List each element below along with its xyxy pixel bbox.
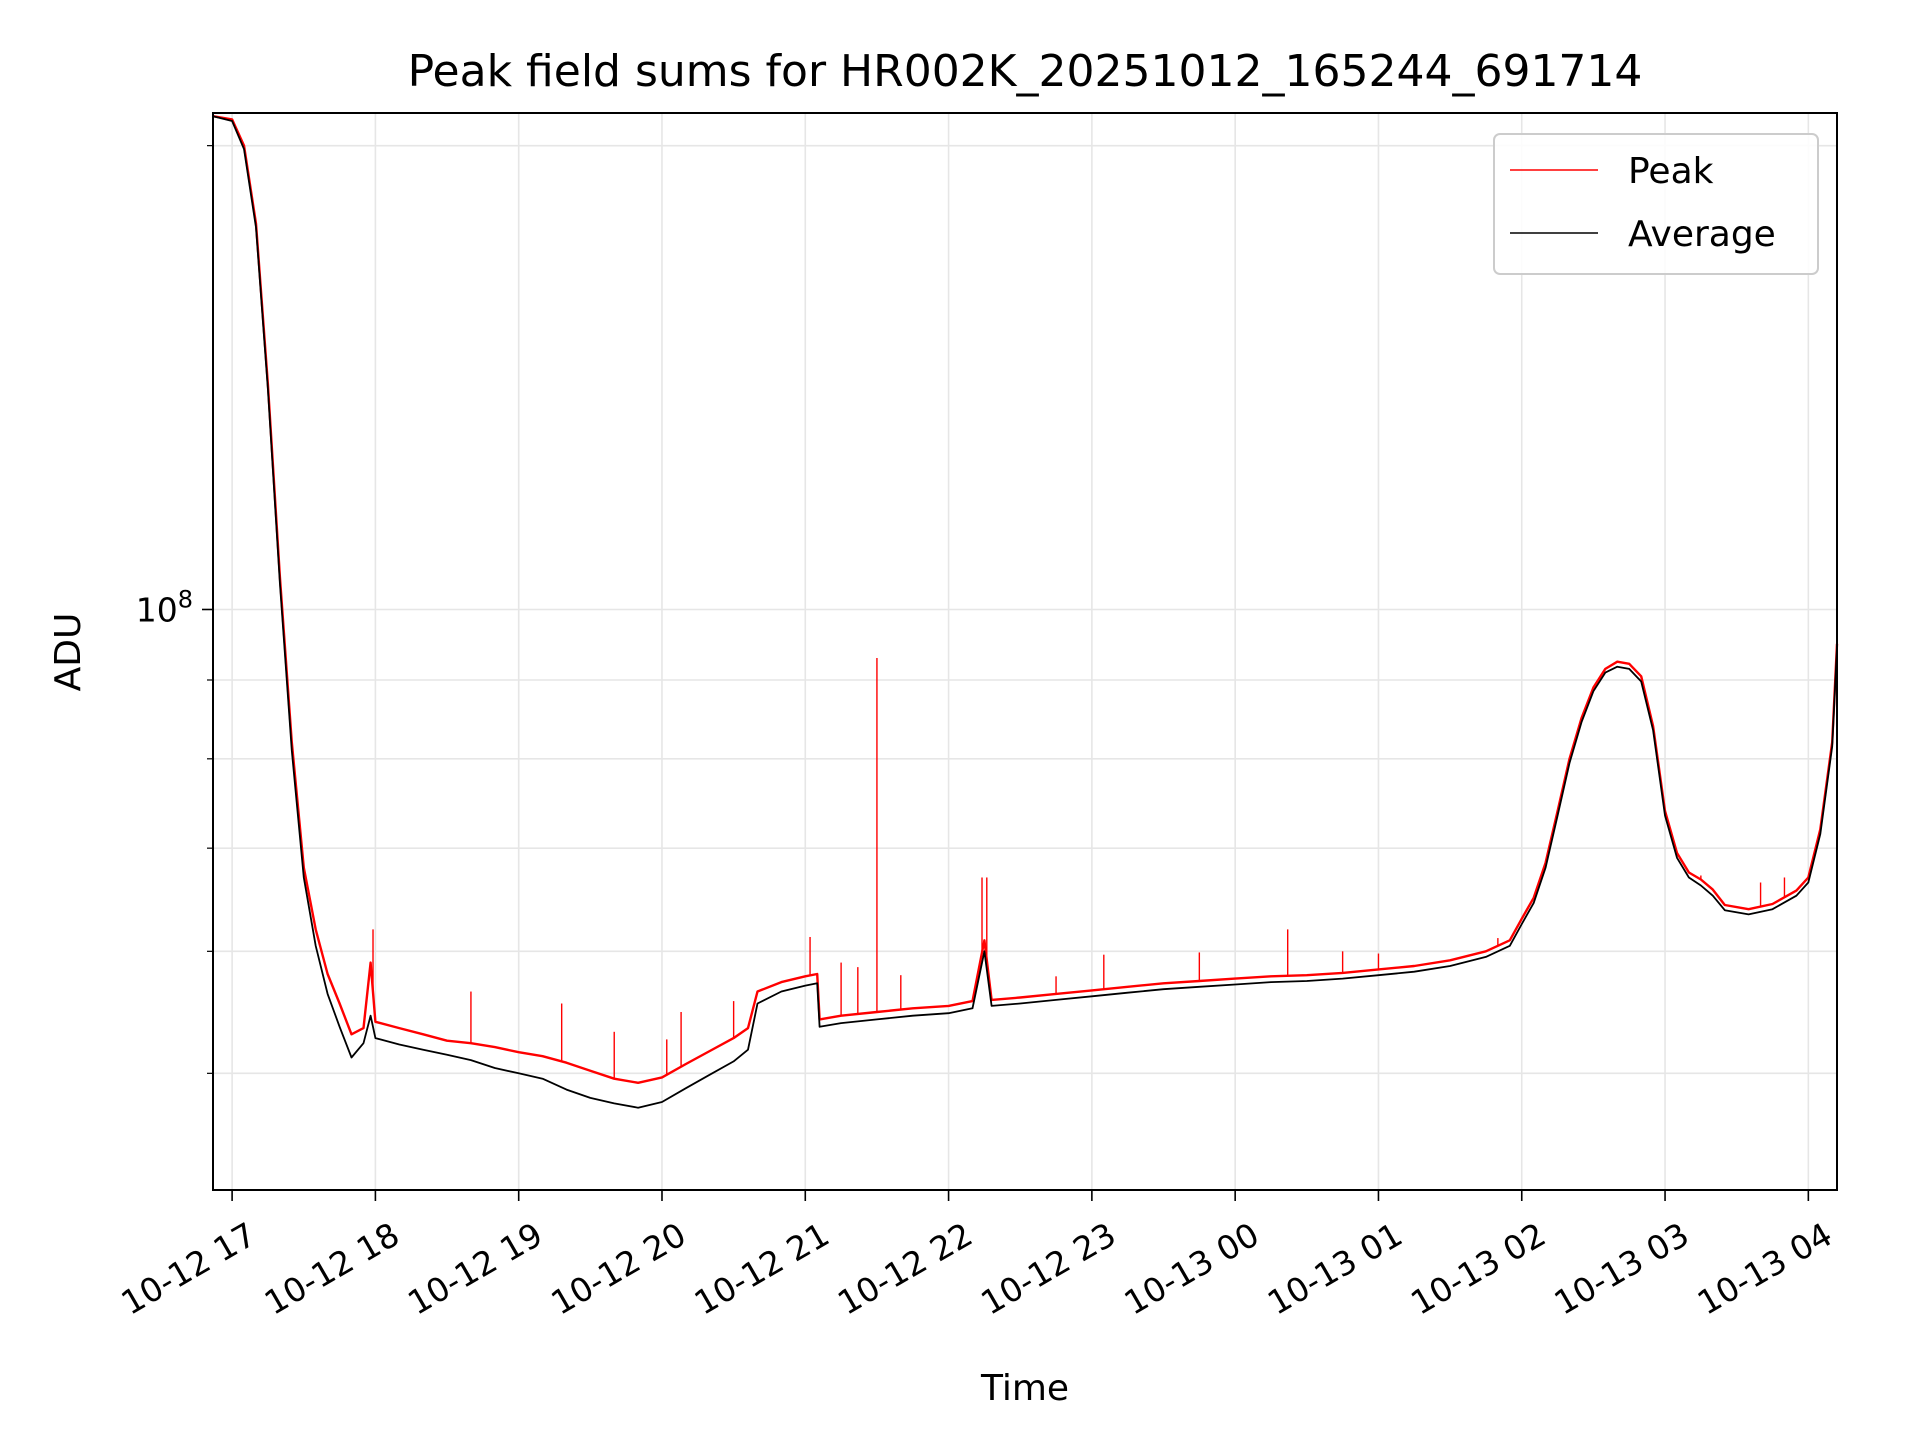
legend-label-average: Average [1628, 214, 1776, 255]
series-layer [212, 115, 1839, 1109]
plot-frame [212, 112, 1838, 1191]
legend-label-peak: Peak [1628, 151, 1714, 192]
grid-layer [213, 113, 1837, 1190]
y-tick-label: 108 [136, 585, 193, 629]
x-axis-label: Time [980, 1368, 1069, 1409]
chart-title: Peak field sums for HR002K_20251012_1652… [408, 46, 1643, 97]
legend: Peak Average [1493, 133, 1819, 275]
y-axis: 108 [136, 145, 213, 1074]
legend-box [1493, 133, 1819, 275]
y-axis-label: ADU [48, 613, 89, 692]
series-line-peak [212, 115, 1839, 1084]
series-line-average [212, 115, 1838, 1109]
